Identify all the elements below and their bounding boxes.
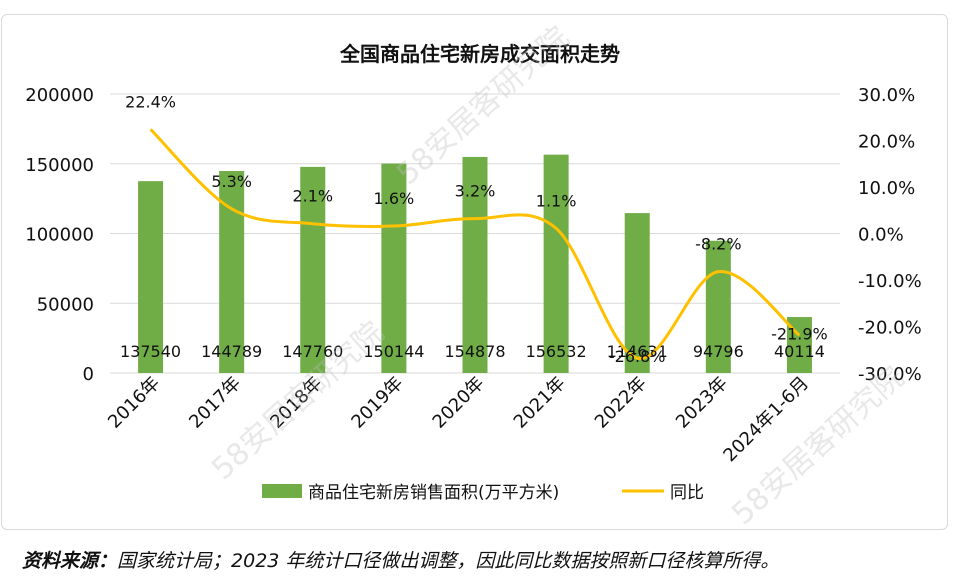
x-tick-label: 2023年 [672, 373, 732, 433]
line-value-label: 2.1% [292, 187, 333, 206]
bar-value-label: 137540 [120, 342, 181, 361]
line-value-label: 5.3% [211, 172, 252, 191]
bar-value-label: 154878 [444, 342, 505, 361]
bar-value-label: 156532 [526, 342, 587, 361]
x-tick-label: 2020年 [429, 373, 489, 433]
line-value-label: -26.8% [609, 347, 666, 366]
x-tick-label: 2019年 [347, 373, 407, 433]
y-right-tick-label: 10.0% [858, 178, 915, 199]
x-tick-label: 2016年 [104, 373, 164, 433]
line-value-label: 3.2% [455, 182, 496, 201]
line-value-label: 22.4% [125, 92, 176, 111]
bar [138, 181, 164, 373]
legend-label-bar: 商品住宅新房销售面积(万平方米) [308, 483, 559, 503]
x-tick-label: 2022年 [591, 373, 651, 433]
bar-value-label: 40114 [774, 342, 825, 361]
bar-value-label: 147760 [282, 342, 343, 361]
bar [300, 166, 326, 373]
bar [705, 240, 731, 373]
x-tick-label: 2018年 [266, 373, 326, 433]
line-value-label: 1.6% [374, 189, 415, 208]
source-label: 资料来源： [22, 550, 118, 572]
bar [543, 154, 569, 373]
y-right-tick-label: 20.0% [858, 132, 915, 153]
y-left-tick-label: 0 [83, 364, 94, 385]
y-right-tick-label: 0.0% [858, 225, 904, 246]
x-tick-label: 2021年 [510, 373, 570, 433]
source-text: 国家统计局；2023 年统计口径做出调整，因此同比数据按照新口径核算所得。 [117, 550, 780, 572]
chart-title: 全国商品住宅新房成交面积走势 [340, 42, 620, 66]
source-note: 资料来源：国家统计局；2023 年统计口径做出调整，因此同比数据按照新口径核算所… [22, 546, 779, 573]
y-left-tick-label: 50000 [37, 294, 94, 315]
legend-swatch-bar [262, 484, 302, 498]
bar [624, 213, 650, 373]
bar-value-label: 94796 [693, 342, 744, 361]
line-value-label: -8.2% [695, 235, 741, 254]
y-right-tick-label: -20.0% [858, 318, 922, 339]
y-right-tick-label: -10.0% [858, 271, 922, 292]
y-left-tick-label: 200000 [25, 85, 94, 106]
chart-frame [1, 14, 948, 530]
bar [381, 163, 407, 373]
line-value-label: -21.9% [771, 324, 828, 343]
x-tick-label: 2024年1-6月 [719, 373, 812, 466]
y-left-tick-label: 100000 [25, 225, 94, 246]
bar-value-label: 150144 [363, 342, 424, 361]
legend-label-line: 同比 [670, 483, 704, 503]
bar [462, 156, 488, 373]
y-left-tick-label: 150000 [25, 155, 94, 176]
y-right-tick-label: 30.0% [858, 85, 915, 106]
yoy-line [149, 128, 801, 360]
bar-value-label: 144789 [201, 342, 262, 361]
line-value-label: 1.1% [536, 191, 577, 210]
y-right-tick-label: -30.0% [858, 364, 922, 385]
x-tick-label: 2017年 [185, 373, 245, 433]
